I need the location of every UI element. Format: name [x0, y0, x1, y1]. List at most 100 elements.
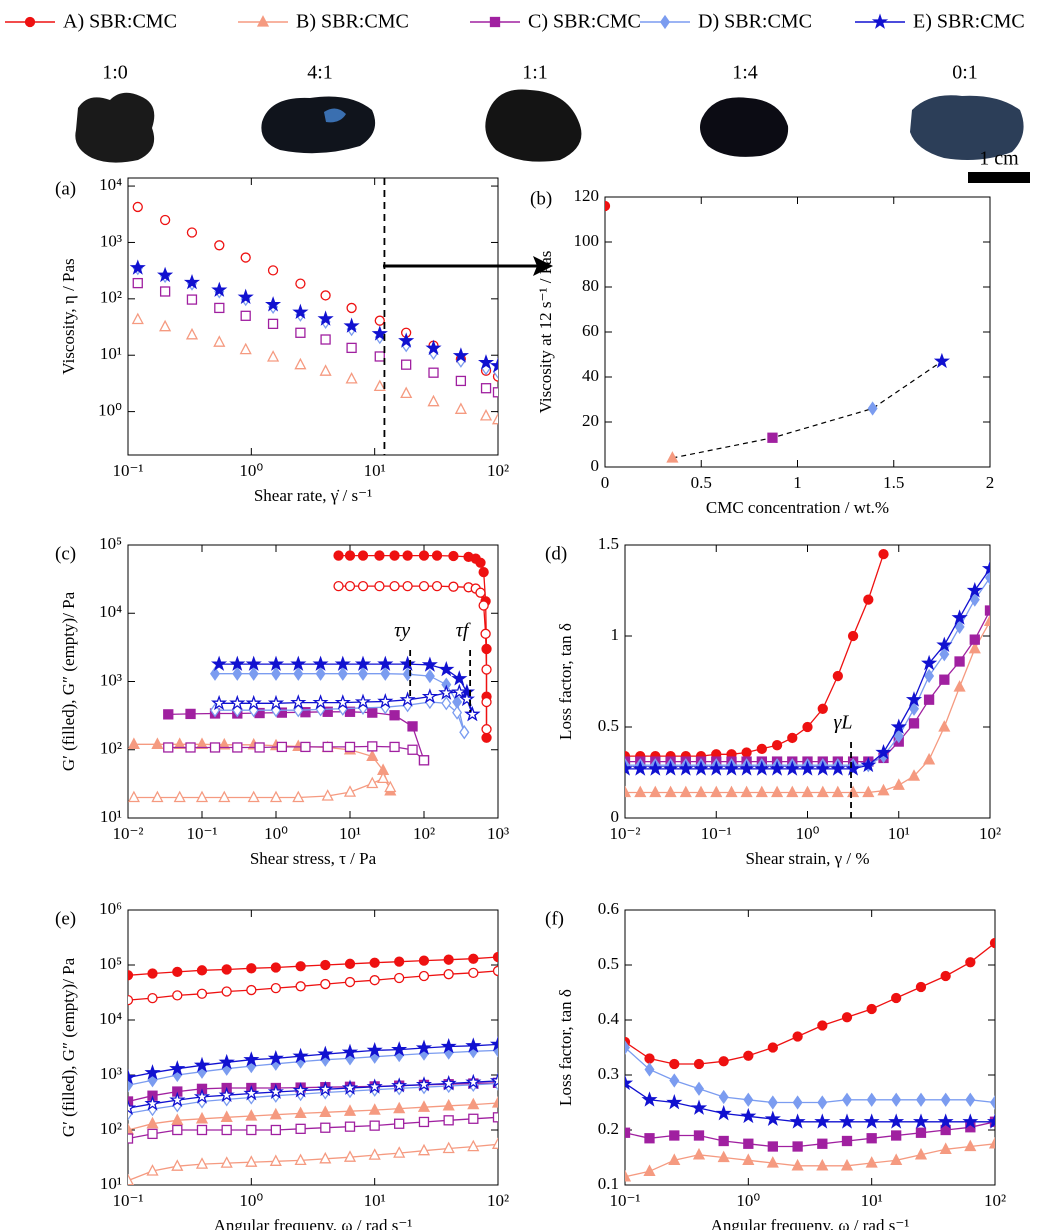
marker [767, 1095, 778, 1110]
marker [270, 982, 281, 994]
marker [367, 707, 378, 718]
marker [940, 1124, 951, 1136]
marker [151, 737, 164, 749]
marker [923, 752, 936, 765]
marker [481, 696, 492, 708]
marker [344, 1121, 356, 1132]
marker [221, 1124, 232, 1136]
marker [467, 1097, 480, 1110]
marker [738, 760, 755, 776]
marker [891, 992, 902, 1004]
marker [717, 1150, 730, 1163]
marker [417, 1100, 431, 1112]
marker [489, 357, 498, 373]
marker [789, 1113, 806, 1129]
marker [256, 15, 270, 27]
y-tick-label: 10¹ [100, 807, 122, 826]
marker [317, 310, 334, 326]
series-line [128, 970, 498, 1001]
marker [710, 785, 723, 798]
y-tick-label: 40 [582, 366, 599, 385]
legend-label: C) SBR:CMC [528, 11, 641, 33]
marker [875, 744, 892, 760]
marker [694, 785, 708, 798]
marker [756, 743, 767, 754]
marker [865, 1156, 878, 1168]
marker [269, 1154, 282, 1166]
x-tick-label: 10⁻² [609, 824, 640, 843]
marker [344, 550, 356, 561]
marker [478, 354, 495, 370]
marker [666, 1093, 683, 1110]
marker [320, 290, 331, 301]
marker [254, 742, 265, 753]
marker [969, 634, 980, 645]
marker [343, 317, 360, 333]
marker [431, 550, 443, 561]
marker [965, 957, 976, 968]
plot-frame [604, 196, 991, 468]
marker [989, 937, 995, 949]
marker [128, 1133, 134, 1144]
marker [443, 1115, 454, 1126]
marker [840, 1158, 854, 1171]
y-tick-label: 0.1 [598, 1174, 619, 1193]
y-tick-label: 10⁵ [99, 954, 122, 973]
marker [814, 760, 831, 776]
marker [248, 666, 259, 681]
marker [186, 227, 198, 238]
y-tick-label: 0.5 [598, 954, 619, 973]
y-tick-label: 10² [100, 739, 122, 758]
marker [448, 581, 459, 592]
marker [481, 724, 492, 735]
marker [791, 1158, 804, 1171]
marker [290, 655, 307, 671]
x-tick-label: 10⁰ [239, 461, 263, 480]
marker [863, 1113, 880, 1129]
y-tick-label: 10⁶ [99, 899, 122, 918]
marker [300, 741, 311, 753]
marker [489, 16, 501, 28]
marker [265, 296, 282, 312]
marker [448, 550, 459, 562]
marker [643, 1164, 656, 1176]
x-tick-label: 10¹ [364, 1191, 386, 1210]
ratio-label: 1:1 [522, 62, 548, 84]
marker [964, 1139, 977, 1152]
marker [246, 1124, 257, 1136]
marker [319, 1105, 332, 1117]
y-tick-label: 120 [574, 186, 600, 205]
marker [787, 732, 798, 744]
photo [261, 96, 376, 154]
marker [185, 742, 196, 753]
marker [933, 352, 950, 369]
marker [644, 1053, 655, 1064]
x-tick-label: 10² [413, 824, 435, 843]
marker [240, 310, 251, 321]
panel-label: (c) [55, 543, 76, 564]
series-line [128, 1080, 498, 1109]
marker [334, 694, 351, 710]
marker [418, 580, 430, 592]
marker [393, 1146, 406, 1158]
marker [333, 550, 344, 561]
marker [294, 1153, 307, 1166]
x-axis-label: Angular frequeny, ω / rad s⁻¹ [214, 1216, 413, 1230]
marker [401, 359, 412, 370]
marker [478, 567, 489, 578]
marker [374, 550, 385, 561]
marker [766, 1156, 779, 1168]
y-tick-label: 10⁰ [98, 401, 122, 420]
marker [962, 1113, 979, 1129]
ratio-label: 0:1 [952, 62, 978, 84]
y-tick-label: 0 [591, 456, 600, 475]
marker [337, 666, 348, 681]
marker [270, 962, 281, 973]
x-axis-label: Shear rate, γ̇ / s⁻¹ [254, 486, 372, 505]
marker [489, 1035, 498, 1052]
marker [295, 981, 306, 992]
marker [341, 1079, 359, 1095]
marker [319, 364, 332, 376]
y-axis-label: Viscosity, η / Pas [59, 258, 78, 374]
marker [169, 1060, 186, 1076]
